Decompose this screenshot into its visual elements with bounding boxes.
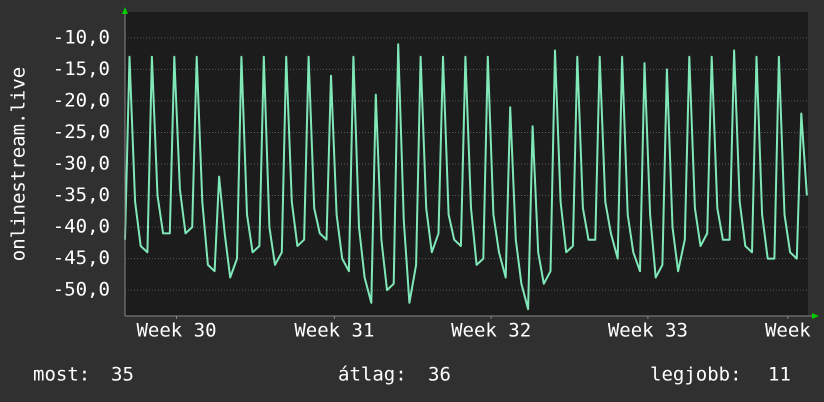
x-tick-label: Week 32 bbox=[451, 320, 531, 342]
y-tick-label: -45,0 bbox=[53, 247, 110, 269]
y-tick-label: -20,0 bbox=[53, 89, 110, 111]
x-tick-label: Week 31 bbox=[294, 320, 374, 342]
footer-average-label: átlag: bbox=[338, 364, 407, 386]
y-tick-label: -40,0 bbox=[53, 216, 110, 238]
footer-current-value: 35 bbox=[111, 364, 134, 386]
y-tick-label: -10,0 bbox=[53, 26, 110, 48]
footer-best-label: legjobb: bbox=[650, 364, 742, 386]
x-tick-label: Week bbox=[765, 320, 811, 342]
data-line bbox=[124, 43, 808, 311]
y-tick-label: -50,0 bbox=[53, 279, 110, 301]
y-tick-label: -35,0 bbox=[53, 184, 110, 206]
y-tick-label: -15,0 bbox=[53, 58, 110, 80]
x-tick-label: Week 33 bbox=[608, 320, 688, 342]
x-tick-label: Week 30 bbox=[136, 320, 216, 342]
plot bbox=[124, 37, 808, 311]
footer-best-value: 11 bbox=[768, 364, 791, 386]
axis-arrow bbox=[122, 7, 128, 14]
axis-arrow bbox=[812, 313, 819, 319]
footer-average-value: 36 bbox=[428, 364, 451, 386]
y-tick-label: -30,0 bbox=[53, 153, 110, 175]
footer-current-label: most: bbox=[33, 364, 90, 386]
y-tick-label: -25,0 bbox=[53, 121, 110, 143]
y-axis-label: onlinestream.live bbox=[8, 67, 30, 261]
